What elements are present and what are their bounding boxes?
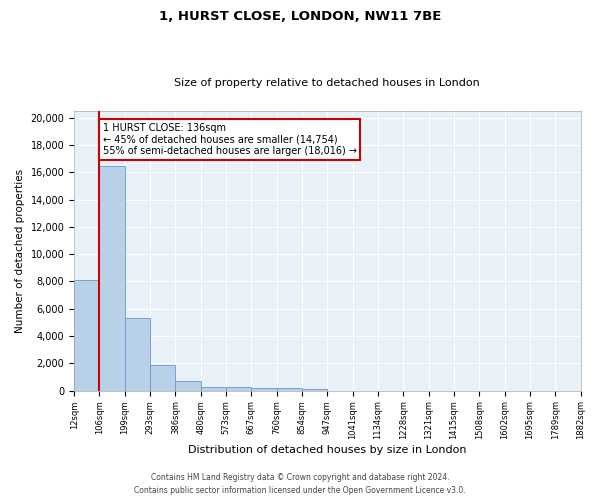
Text: Contains HM Land Registry data © Crown copyright and database right 2024.
Contai: Contains HM Land Registry data © Crown c…	[134, 474, 466, 495]
Bar	[277, 388, 302, 390]
Y-axis label: Number of detached properties: Number of detached properties	[15, 168, 25, 333]
Bar	[175, 381, 201, 390]
Bar	[251, 388, 277, 390]
Text: 1 HURST CLOSE: 136sqm
← 45% of detached houses are smaller (14,754)
55% of semi-: 1 HURST CLOSE: 136sqm ← 45% of detached …	[103, 124, 356, 156]
Bar	[74, 280, 100, 390]
Bar	[150, 366, 175, 390]
Bar	[302, 388, 328, 390]
Text: 1, HURST CLOSE, LONDON, NW11 7BE: 1, HURST CLOSE, LONDON, NW11 7BE	[159, 10, 441, 23]
Title: Size of property relative to detached houses in London: Size of property relative to detached ho…	[175, 78, 480, 88]
Bar	[201, 386, 226, 390]
X-axis label: Distribution of detached houses by size in London: Distribution of detached houses by size …	[188, 445, 467, 455]
Bar	[226, 388, 251, 390]
Bar	[125, 318, 150, 390]
Bar	[100, 166, 125, 390]
